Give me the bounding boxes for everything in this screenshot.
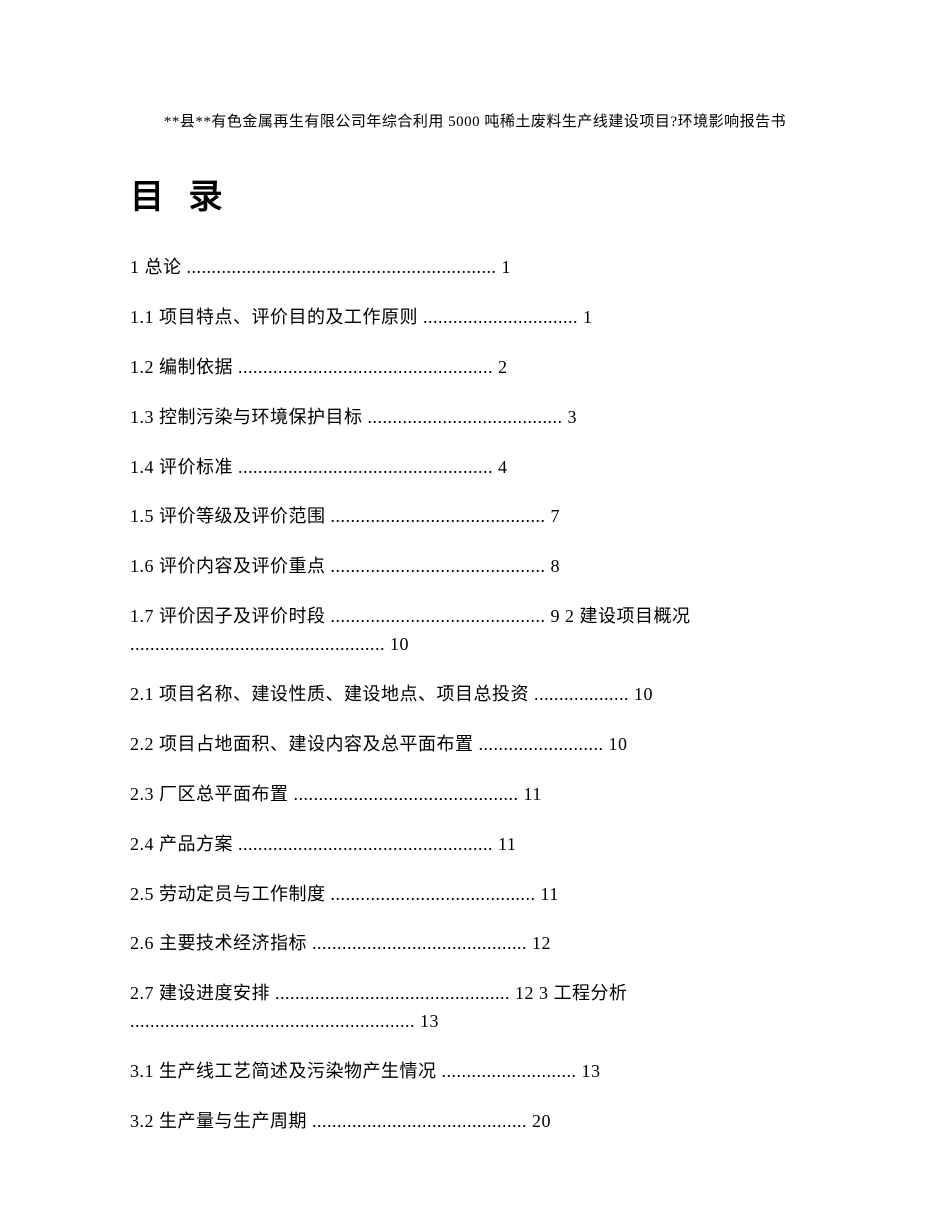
- toc-entry: 2.5 劳动定员与工作制度 ..........................…: [130, 881, 820, 909]
- toc-entry: 1 总论 ...................................…: [130, 254, 820, 282]
- toc-entry: 1.3 控制污染与环境保护目标 ........................…: [130, 404, 820, 432]
- toc-entry: 1.6 评价内容及评价重点 ..........................…: [130, 553, 820, 581]
- toc-entry: 1.4 评价标准 ...............................…: [130, 454, 820, 482]
- toc-entry: 1.1 项目特点、评价目的及工作原则 .....................…: [130, 304, 820, 332]
- toc-entry: 2.4 产品方案 ...............................…: [130, 831, 820, 859]
- toc-entry: 1.2 编制依据 ...............................…: [130, 354, 820, 382]
- toc-entry: 2.3 厂区总平面布置 ............................…: [130, 781, 820, 809]
- toc-title: 目 录: [130, 169, 820, 218]
- toc-entry: 1.7 评价因子及评价时段 ..........................…: [130, 603, 820, 659]
- toc-entry: 3.1 生产线工艺简述及污染物产生情况 ....................…: [130, 1058, 820, 1086]
- toc-entry: 2.6 主要技术经济指标 ...........................…: [130, 930, 820, 958]
- toc-entry: 1.5 评价等级及评价范围 ..........................…: [130, 503, 820, 531]
- toc-entry: 2.1 项目名称、建设性质、建设地点、项目总投资 ...............…: [130, 681, 820, 709]
- toc-entry: 2.7 建设进度安排 .............................…: [130, 980, 820, 1036]
- toc-entry: 2.2 项目占地面积、建设内容及总平面布置 ..................…: [130, 731, 820, 759]
- document-header: **县**有色金属再生有限公司年综合利用 5000 吨稀土废料生产线建设项目?环…: [130, 110, 820, 131]
- toc-entry: 3.2 生产量与生产周期 ...........................…: [130, 1108, 820, 1136]
